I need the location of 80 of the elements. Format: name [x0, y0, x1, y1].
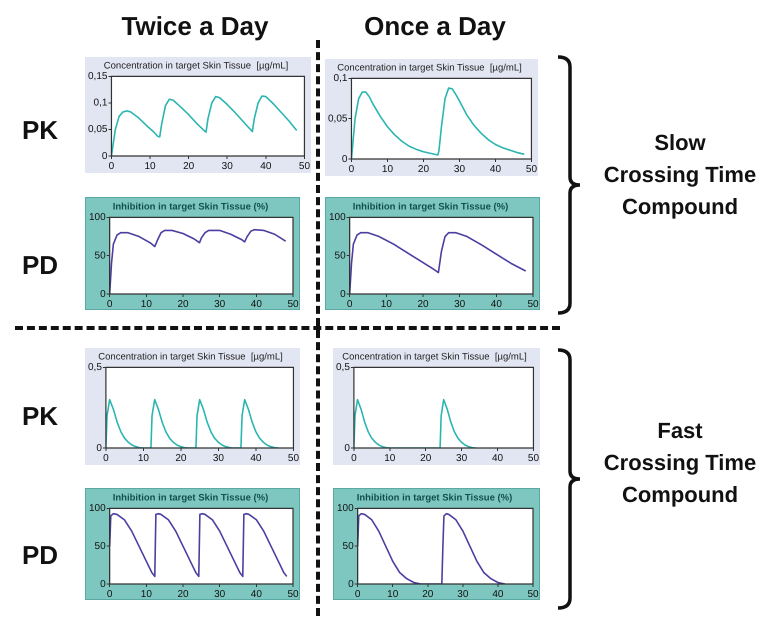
x-tick-label: 40 — [492, 588, 504, 600]
chart-title: Concentration in target Skin Tissue [µg/mL] — [342, 351, 527, 362]
text: Once a Day — [363, 10, 507, 43]
x-tick-label: 50 — [288, 452, 300, 464]
x-tick-label: 40 — [490, 164, 502, 175]
y-tick-label: 0,1 — [334, 73, 348, 84]
x-tick-label: 10 — [144, 160, 156, 172]
x-tick-label: 50 — [287, 298, 299, 310]
y-tick-label: 0,1 — [94, 98, 108, 109]
x-tick-label: 10 — [380, 298, 392, 310]
y-tick-label: 0 — [102, 150, 108, 162]
chart-title: Concentration in target Skin Tissue [µg/mL] — [337, 62, 522, 74]
x-tick-label: 20 — [422, 588, 434, 600]
x-tick-label: 40 — [492, 452, 504, 464]
x-tick-label: 30 — [222, 160, 234, 172]
x-tick-label: 10 — [140, 588, 152, 600]
x-tick-label: 40 — [250, 298, 262, 310]
y-tick-label: 0 — [340, 288, 346, 300]
y-tick-label: 100 — [88, 503, 106, 514]
x-tick-label: 0 — [108, 160, 115, 172]
text: PK — [20, 114, 60, 147]
y-tick-label: 100 — [336, 503, 354, 514]
x-tick-label: 40 — [260, 160, 272, 172]
x-tick-label: 50 — [526, 164, 538, 175]
x-tick-label: 30 — [212, 452, 224, 464]
x-tick-label: 50 — [528, 452, 540, 464]
x-tick-label: 40 — [490, 298, 502, 310]
chart-title: Concentration in target Skin Tissue [µg/mL] — [98, 351, 283, 362]
y-tick-label: 50 — [94, 250, 106, 262]
y-tick-label: 0 — [348, 578, 354, 590]
x-tick-label: 30 — [454, 298, 466, 310]
text: Twice a Day — [120, 10, 270, 43]
x-tick-label: 50 — [287, 588, 299, 600]
x-tick-label: 40 — [250, 452, 262, 464]
x-tick-label: 10 — [140, 298, 152, 310]
chart-title: Inhibition in target Skin Tissue (%) — [352, 201, 508, 212]
text: PD — [20, 249, 60, 282]
y-tick-label: 0,15 — [88, 71, 108, 82]
x-tick-label: 30 — [214, 588, 226, 600]
x-tick-label: 10 — [138, 452, 150, 464]
y-tick-label: 50 — [94, 540, 106, 552]
text: PD — [20, 539, 60, 572]
y-tick-label: 100 — [328, 212, 346, 224]
x-tick-label: 20 — [420, 452, 432, 464]
x-tick-label: 20 — [418, 164, 430, 175]
x-tick-label: 50 — [527, 588, 539, 600]
x-tick-label: 20 — [417, 298, 430, 310]
y-tick-label: 100 — [88, 212, 106, 224]
text: Fast Crossing Time Compound — [602, 417, 758, 509]
x-tick-label: 40 — [250, 588, 262, 600]
x-tick-label: 50 — [527, 298, 539, 310]
x-tick-label: 10 — [387, 588, 399, 600]
y-tick-label: 0,5 — [336, 362, 350, 374]
x-tick-label: 20 — [175, 452, 187, 464]
y-tick-label: 0 — [344, 442, 350, 454]
x-tick-label: 30 — [457, 588, 469, 600]
y-tick-label: 0 — [100, 288, 106, 300]
x-tick-label: 50 — [298, 160, 310, 172]
x-tick-label: 20 — [183, 160, 195, 172]
x-tick-label: 30 — [454, 164, 466, 175]
y-tick-label: 0,5 — [88, 362, 102, 374]
y-tick-label: 0,05 — [328, 113, 348, 124]
chart-title: Inhibition in target Skin Tissue (%) — [356, 492, 512, 504]
y-tick-label: 0 — [100, 578, 106, 590]
chart-title: Concentration in target Skin Tissue [µg/mL] — [104, 60, 288, 72]
x-tick-label: 30 — [456, 452, 468, 464]
y-tick-label: 0 — [96, 442, 102, 454]
x-tick-label: 20 — [177, 298, 190, 310]
y-tick-label: 50 — [342, 540, 354, 552]
chart-title: Inhibition in target Skin Tissue (%) — [112, 492, 268, 504]
text: Slow Crossing Time Compound — [602, 129, 758, 221]
y-tick-label: 50 — [334, 250, 346, 262]
x-tick-label: 10 — [382, 164, 394, 175]
y-tick-label: 0,05 — [88, 124, 108, 136]
x-tick-label: 30 — [214, 298, 226, 310]
chart-title: Inhibition in target Skin Tissue (%) — [112, 201, 268, 212]
x-tick-label: 20 — [177, 588, 190, 600]
text: PK — [20, 400, 60, 433]
x-tick-label: 10 — [384, 452, 396, 464]
y-tick-label: 0 — [342, 154, 348, 165]
